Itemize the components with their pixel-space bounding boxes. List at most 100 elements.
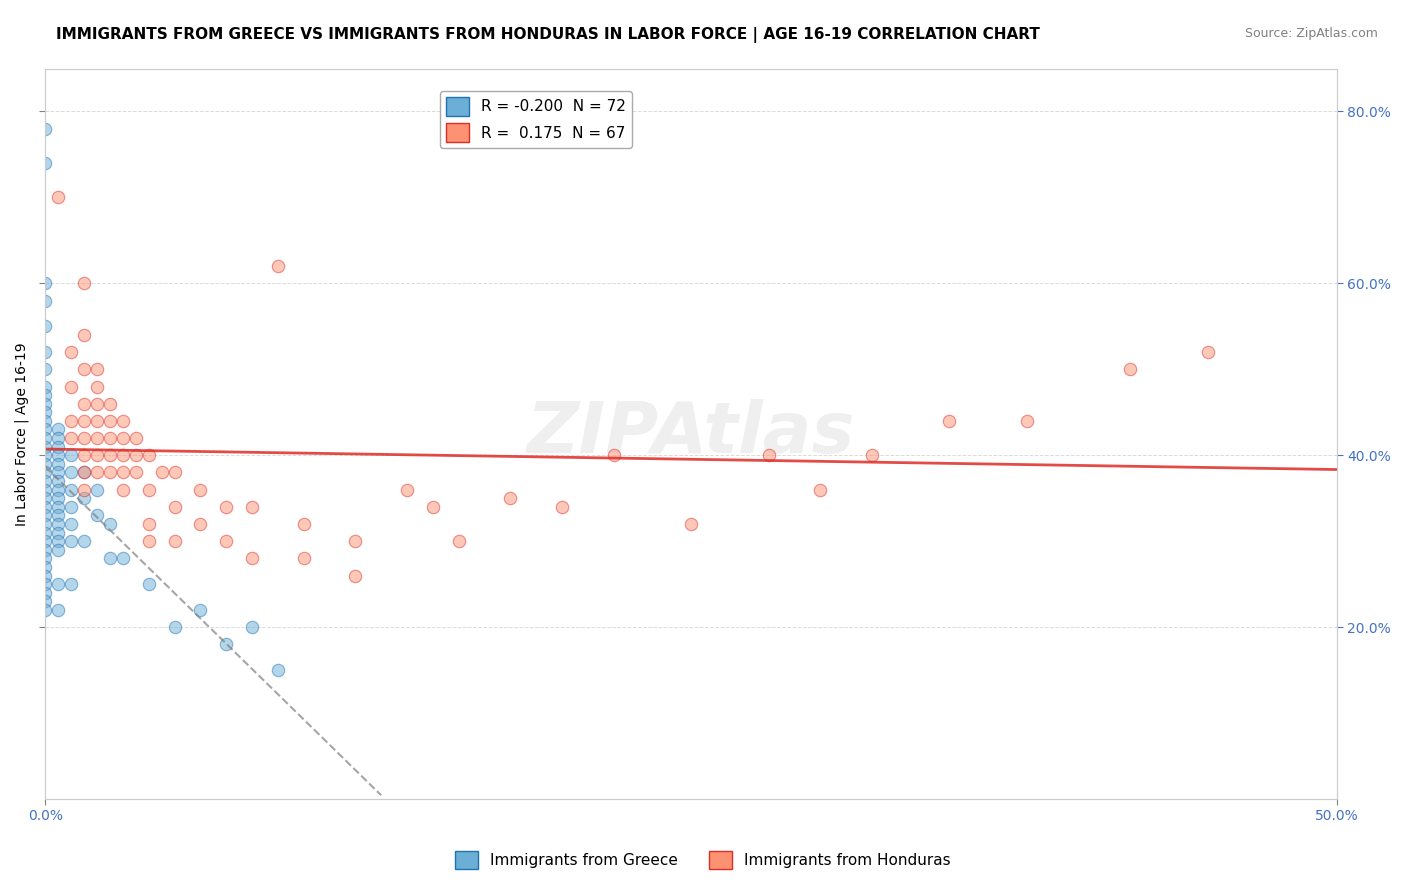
Legend: R = -0.200  N = 72, R =  0.175  N = 67: R = -0.200 N = 72, R = 0.175 N = 67: [440, 91, 633, 148]
Point: [60, 431, 83, 445]
Point: [34, 345, 56, 359]
Point: [98, 397, 121, 411]
Point: [73, 491, 96, 506]
Point: [73, 362, 96, 376]
Point: [150, 466, 173, 480]
Point: [292, 516, 315, 531]
Point: [163, 534, 186, 549]
Point: [48, 190, 70, 204]
Point: [73, 277, 96, 291]
Point: [34, 500, 56, 514]
Point: [48, 422, 70, 436]
Point: [34, 362, 56, 376]
Point: [48, 431, 70, 445]
Point: [938, 414, 960, 428]
Point: [34, 457, 56, 471]
Point: [34, 542, 56, 557]
Point: [34, 121, 56, 136]
Point: [125, 431, 148, 445]
Point: [138, 534, 160, 549]
Point: [48, 508, 70, 523]
Point: [60, 448, 83, 462]
Point: [98, 466, 121, 480]
Point: [34, 466, 56, 480]
Point: [48, 491, 70, 506]
Point: [125, 466, 148, 480]
Point: [60, 534, 83, 549]
Point: [34, 491, 56, 506]
Point: [34, 525, 56, 540]
Point: [111, 483, 134, 497]
Point: [60, 500, 83, 514]
Point: [447, 534, 470, 549]
Point: [60, 483, 83, 497]
Point: [34, 277, 56, 291]
Point: [215, 637, 238, 651]
Point: [34, 448, 56, 462]
Point: [60, 516, 83, 531]
Point: [86, 448, 108, 462]
Point: [98, 516, 121, 531]
Point: [34, 156, 56, 170]
Point: [73, 414, 96, 428]
Point: [60, 345, 83, 359]
Point: [48, 500, 70, 514]
Point: [86, 379, 108, 393]
Point: [499, 491, 522, 506]
Point: [73, 397, 96, 411]
Point: [98, 551, 121, 566]
Point: [344, 568, 367, 582]
Point: [808, 483, 831, 497]
Point: [73, 448, 96, 462]
Point: [34, 293, 56, 308]
Point: [34, 397, 56, 411]
Point: [73, 466, 96, 480]
Point: [111, 466, 134, 480]
Point: [551, 500, 574, 514]
Point: [73, 431, 96, 445]
Point: [98, 431, 121, 445]
Point: [34, 568, 56, 582]
Point: [48, 448, 70, 462]
Point: [34, 431, 56, 445]
Point: [48, 525, 70, 540]
Point: [1119, 362, 1142, 376]
Point: [60, 414, 83, 428]
Point: [73, 534, 96, 549]
Text: Source: ZipAtlas.com: Source: ZipAtlas.com: [1244, 27, 1378, 40]
Point: [34, 379, 56, 393]
Y-axis label: In Labor Force | Age 16-19: In Labor Force | Age 16-19: [15, 342, 30, 525]
Point: [86, 431, 108, 445]
Point: [60, 577, 83, 591]
Point: [395, 483, 418, 497]
Point: [602, 448, 624, 462]
Point: [1015, 414, 1038, 428]
Point: [86, 362, 108, 376]
Point: [190, 603, 212, 617]
Point: [344, 534, 367, 549]
Point: [163, 620, 186, 634]
Point: [1197, 345, 1219, 359]
Point: [138, 483, 160, 497]
Point: [215, 500, 238, 514]
Point: [34, 440, 56, 454]
Point: [34, 388, 56, 402]
Point: [34, 319, 56, 334]
Point: [48, 457, 70, 471]
Point: [34, 508, 56, 523]
Point: [34, 422, 56, 436]
Point: [681, 516, 703, 531]
Point: [267, 259, 290, 273]
Point: [190, 516, 212, 531]
Point: [60, 466, 83, 480]
Point: [86, 397, 108, 411]
Point: [48, 483, 70, 497]
Point: [34, 414, 56, 428]
Point: [163, 500, 186, 514]
Point: [860, 448, 883, 462]
Legend: Immigrants from Greece, Immigrants from Honduras: Immigrants from Greece, Immigrants from …: [450, 845, 956, 875]
Point: [48, 534, 70, 549]
Point: [48, 542, 70, 557]
Point: [34, 516, 56, 531]
Point: [34, 577, 56, 591]
